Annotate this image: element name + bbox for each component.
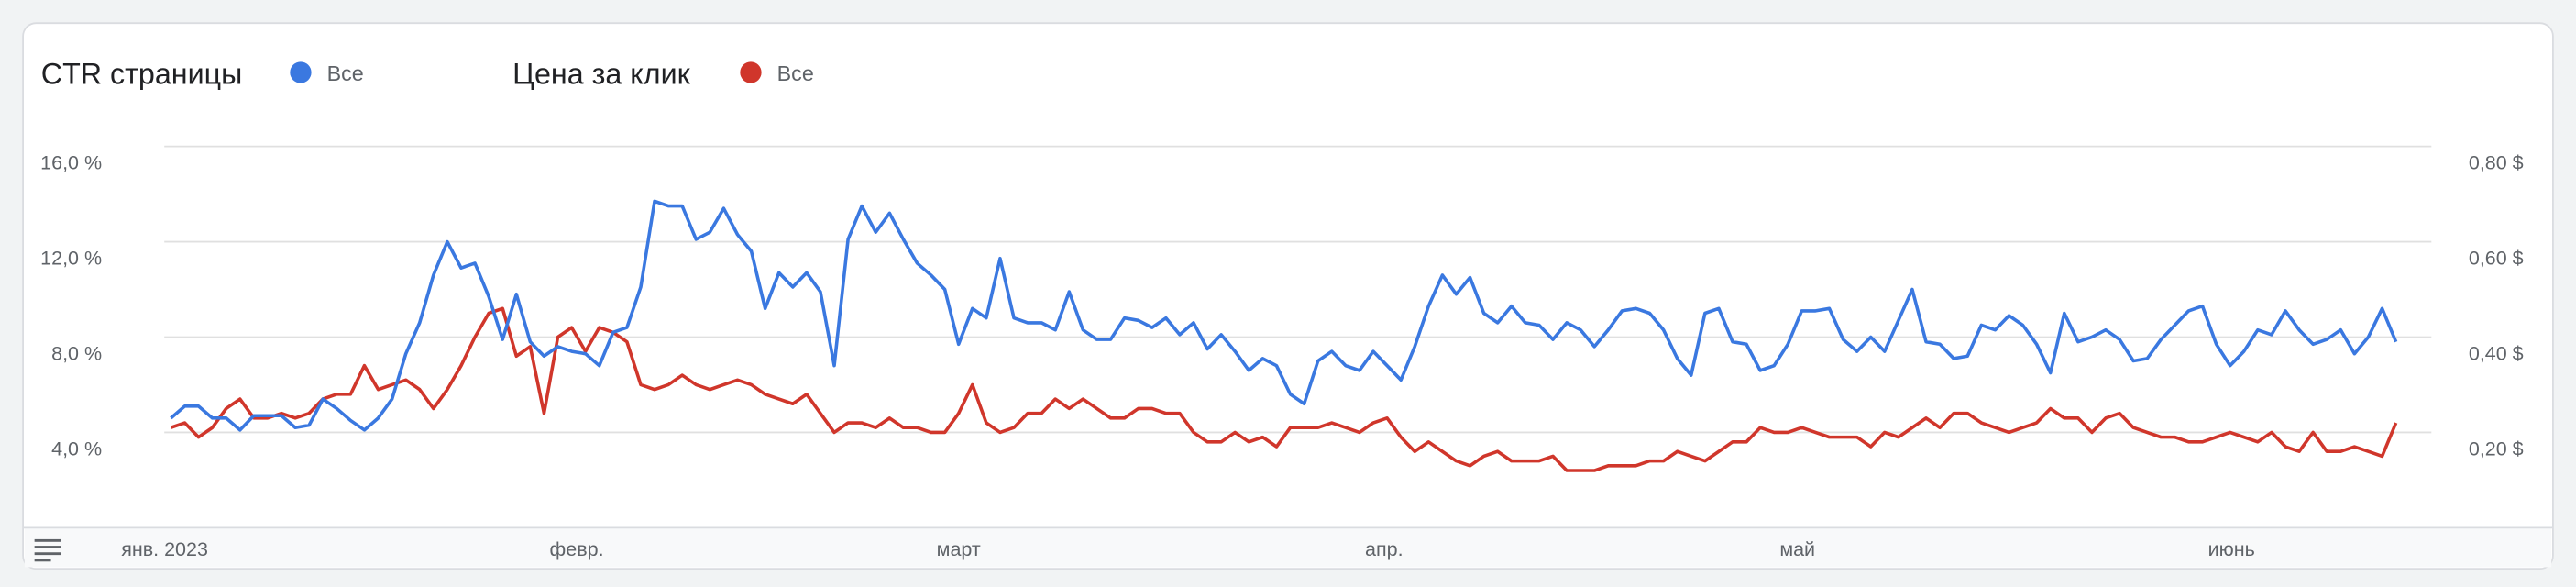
- x-tick-label: февр.: [550, 538, 604, 560]
- menu-icon[interactable]: [34, 538, 61, 562]
- legend-label[interactable]: Все: [327, 61, 364, 85]
- x-tick-label: март: [937, 538, 981, 560]
- y2-tick-label: 0,80 $: [2469, 152, 2524, 174]
- legend-label[interactable]: Все: [777, 61, 814, 85]
- y-tick-label: 8,0 %: [51, 343, 102, 365]
- x-tick-label: янв. 2023: [121, 538, 208, 560]
- y2-tick-label: 0,40 $: [2469, 343, 2524, 365]
- series-line: [170, 199, 2398, 432]
- y-tick-label: 16,0 %: [40, 152, 102, 174]
- y-tick-label: 4,0 %: [51, 438, 102, 460]
- y2-tick-label: 0,60 $: [2469, 248, 2524, 270]
- x-tick-label: апр.: [1365, 538, 1404, 560]
- card: [22, 22, 2554, 570]
- right-axis-title: Цена за клик: [512, 58, 690, 91]
- series-line: [170, 306, 2398, 472]
- legend-swatch: [740, 61, 762, 83]
- x-tick-label: май: [1779, 538, 1815, 560]
- left-axis-title: CTR страницы: [41, 58, 242, 91]
- legend-swatch: [290, 61, 312, 83]
- y-tick-label: 12,0 %: [40, 248, 102, 270]
- x-tick-label: июнь: [2208, 538, 2255, 560]
- y2-tick-label: 0,20 $: [2469, 438, 2524, 460]
- x-axis-band: [24, 527, 2552, 568]
